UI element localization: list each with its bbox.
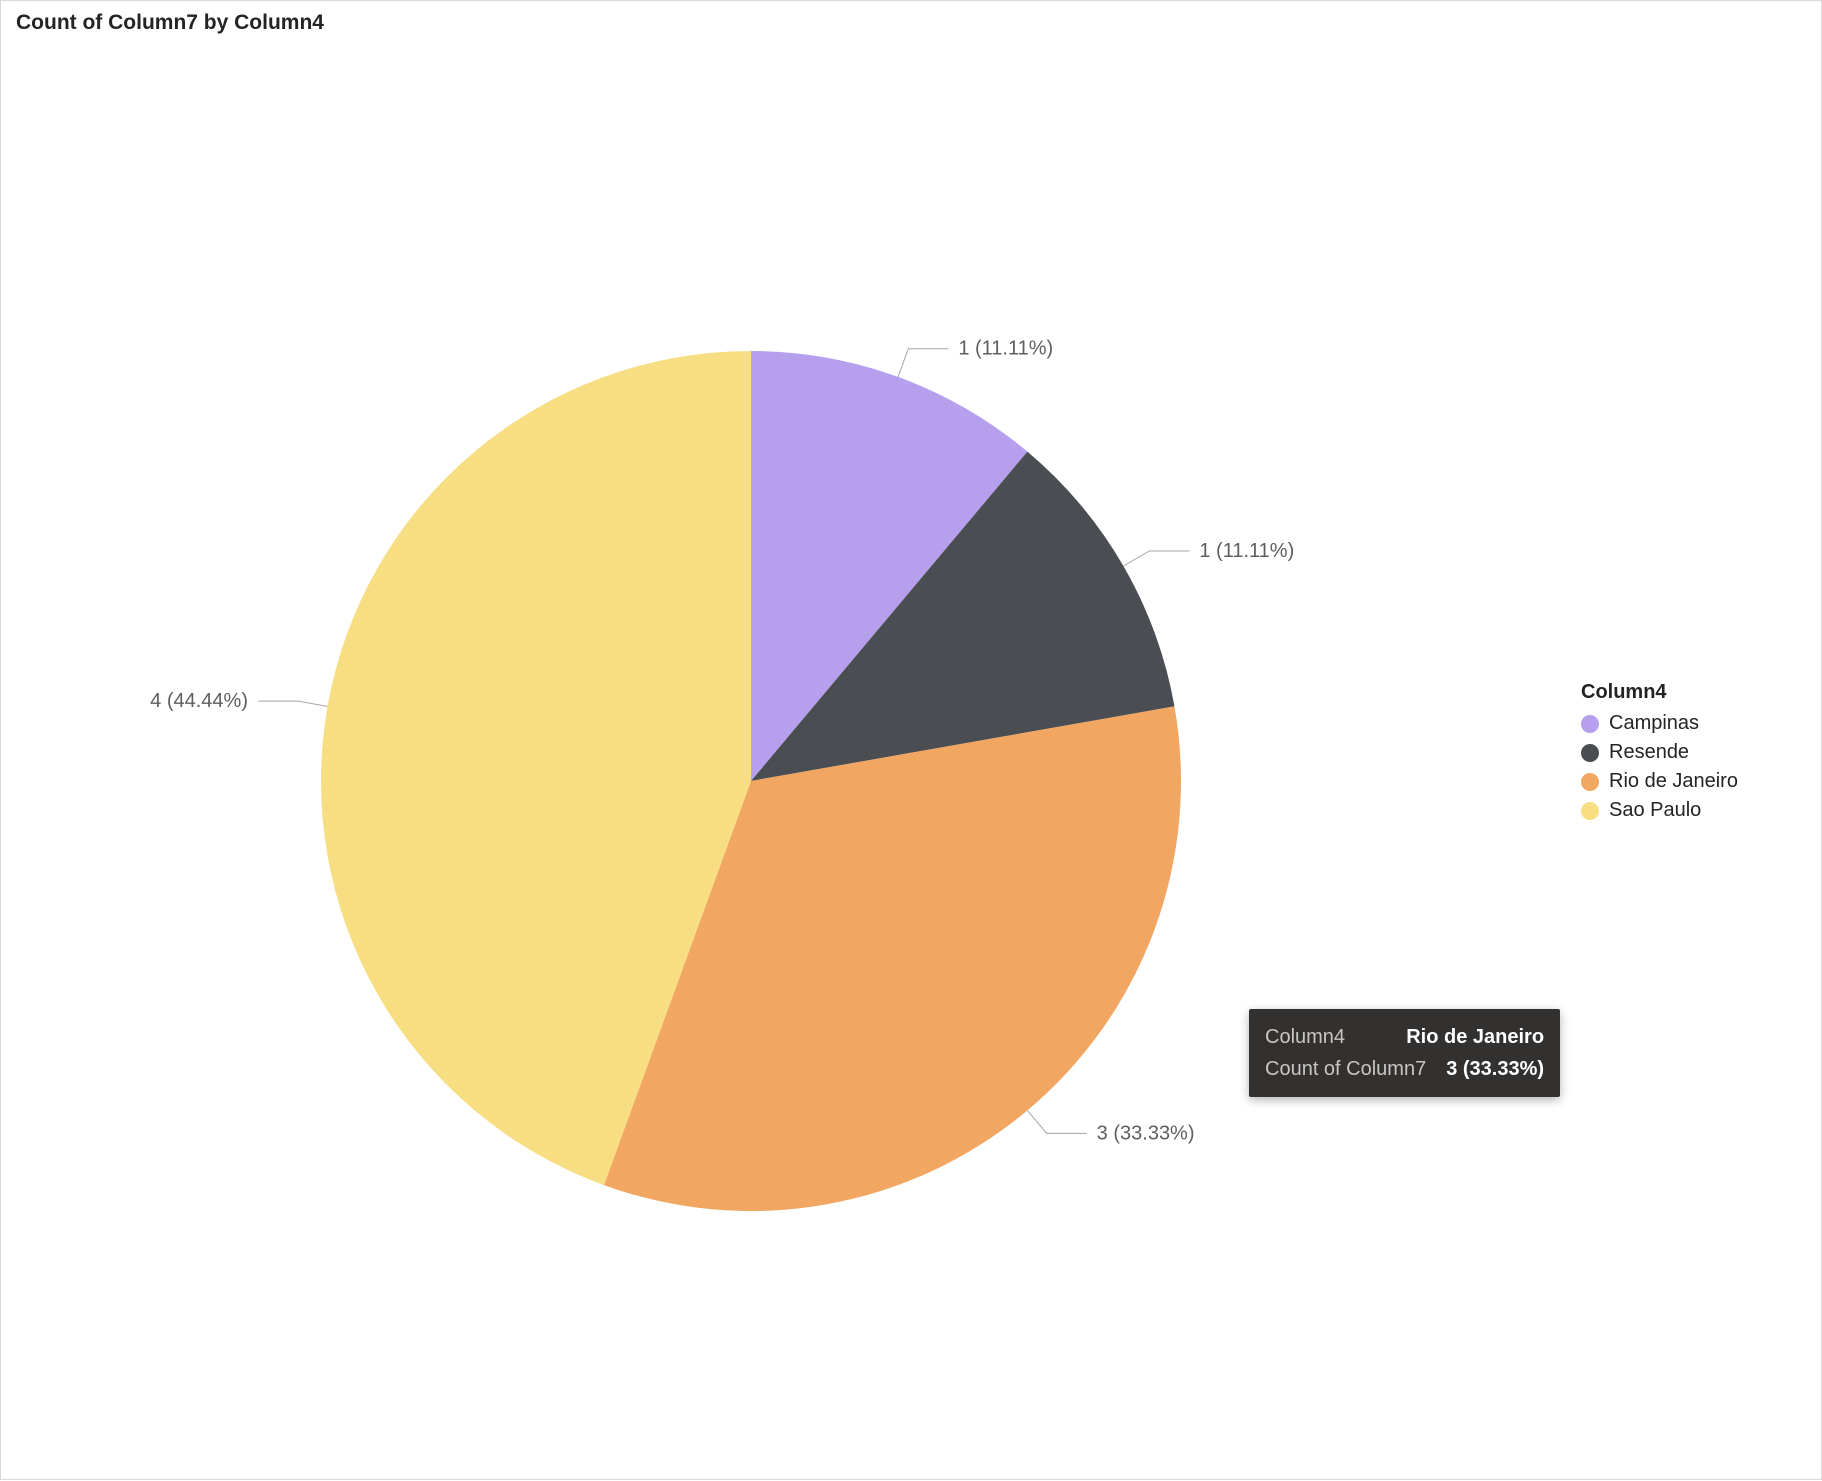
legend-swatch xyxy=(1581,744,1599,762)
legend-title: Column4 xyxy=(1581,681,1738,704)
tooltip-value: Rio de Janeiro xyxy=(1406,1021,1544,1053)
tooltip-row: Count of Column7 3 (33.33%) xyxy=(1265,1053,1544,1085)
tooltip-key: Column4 xyxy=(1265,1021,1345,1053)
leader-line xyxy=(1027,1110,1086,1133)
chart-container: Count of Column7 by Column4 1 (11.11%)1 … xyxy=(0,0,1822,1480)
leader-line xyxy=(258,701,328,706)
legend-swatch xyxy=(1581,773,1599,791)
tooltip-row: Column4 Rio de Janeiro xyxy=(1265,1021,1544,1053)
leader-line xyxy=(1123,551,1189,566)
legend-item[interactable]: Resende xyxy=(1581,741,1738,764)
legend-item[interactable]: Campinas xyxy=(1581,712,1738,735)
tooltip-key: Count of Column7 xyxy=(1265,1053,1426,1085)
legend-swatch xyxy=(1581,802,1599,820)
legend-label: Sao Paulo xyxy=(1609,799,1701,822)
data-label: 4 (44.44%) xyxy=(150,690,248,712)
data-label: 1 (11.11%) xyxy=(1199,540,1294,562)
legend-item[interactable]: Rio de Janeiro xyxy=(1581,770,1738,793)
legend-label: Rio de Janeiro xyxy=(1609,770,1738,793)
legend: Column4 Campinas Resende Rio de Janeiro Sao… xyxy=(1581,681,1738,828)
tooltip-value: 3 (33.33%) xyxy=(1446,1053,1544,1085)
legend-items: Campinas Resende Rio de Janeiro Sao Paulo xyxy=(1581,712,1738,822)
pie-chart-svg: 1 (11.11%) 1 (11.11%) 3 (33.33%) 4 (44.44%) xyxy=(1,1,1822,1481)
tooltip: Column4 Rio de JaneiroCount of Column7 3 (… xyxy=(1249,1009,1560,1097)
legend-swatch xyxy=(1581,715,1599,733)
leader-line xyxy=(898,349,948,377)
legend-item[interactable]: Sao Paulo xyxy=(1581,799,1738,822)
legend-label: Resende xyxy=(1609,741,1689,764)
legend-label: Campinas xyxy=(1609,712,1699,735)
data-label: 1 (11.11%) xyxy=(958,338,1053,360)
data-label: 3 (33.33%) xyxy=(1097,1122,1195,1144)
pie-group xyxy=(321,351,1181,1211)
